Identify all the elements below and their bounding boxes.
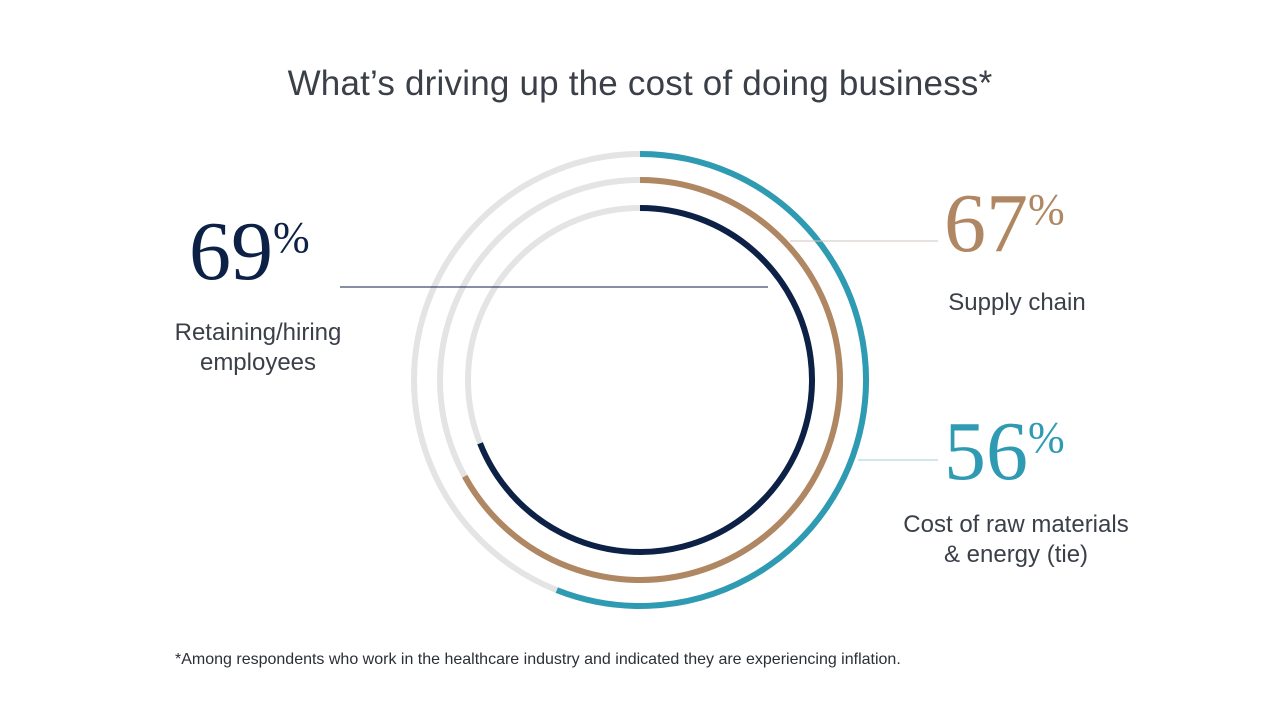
label-supply-chain: Supply chain bbox=[927, 288, 1107, 318]
label-line: Supply chain bbox=[948, 289, 1086, 316]
ring-arcs bbox=[462, 151, 869, 609]
arc-supply-chain bbox=[462, 177, 843, 583]
label-line: & energy (tie) bbox=[943, 541, 1089, 568]
stat-value: 56 bbox=[944, 405, 1028, 498]
label-line: Cost of raw materials bbox=[903, 511, 1129, 538]
stat-supply-chain: 67% bbox=[944, 182, 1065, 266]
stat-raw-materials: 56% bbox=[944, 410, 1065, 494]
percent-sign: % bbox=[1028, 185, 1065, 234]
label-raw-materials: Cost of raw materials & energy (tie) bbox=[896, 510, 1136, 570]
label-line: Retaining/hiring bbox=[174, 319, 342, 346]
stat-value: 67 bbox=[944, 177, 1028, 270]
percent-sign: % bbox=[273, 213, 310, 262]
leader-lines bbox=[340, 240, 938, 461]
chart-title: What’s driving up the cost of doing busi… bbox=[287, 64, 993, 103]
arc-cost-of-raw-materials-energy-tie bbox=[555, 151, 869, 609]
arc-retaining-hiring-employees bbox=[477, 205, 815, 555]
stat-retaining-hiring: 69% bbox=[189, 210, 310, 294]
percent-sign: % bbox=[1028, 413, 1065, 462]
footnote: *Among respondents who work in the healt… bbox=[175, 651, 901, 668]
label-line: employees bbox=[199, 349, 317, 376]
stat-value: 69 bbox=[189, 205, 273, 298]
label-retaining-hiring: Retaining/hiring employees bbox=[158, 318, 358, 378]
